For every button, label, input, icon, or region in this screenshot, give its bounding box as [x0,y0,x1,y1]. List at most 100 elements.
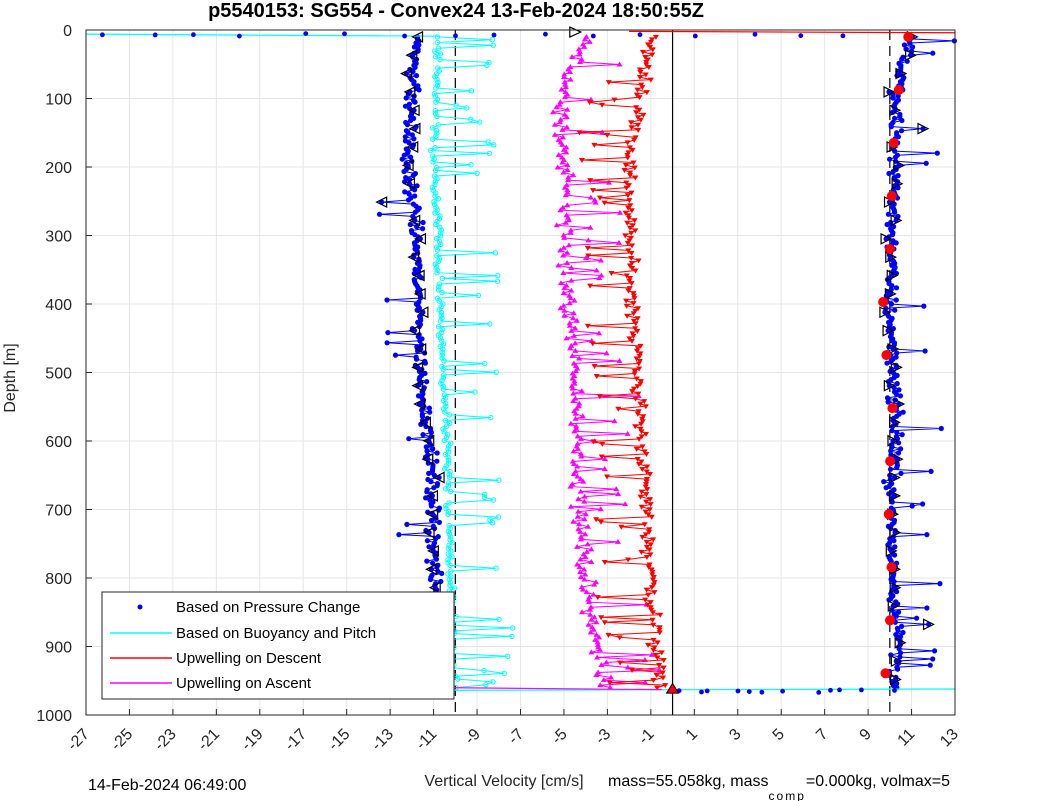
data-point [585,253,592,259]
data-point [896,609,902,615]
data-point [449,540,455,546]
data-point [637,343,644,349]
data-point [640,112,647,118]
data-point [629,223,636,229]
data-point [437,213,443,219]
data-point [432,210,438,216]
data-point [629,389,636,395]
data-point [559,141,566,147]
data-point [445,557,451,563]
surface-point [840,33,846,39]
data-point [410,173,416,179]
data-point [576,400,583,406]
surface-point [237,33,242,39]
data-point [576,51,583,57]
data-point [649,47,656,53]
data-point [487,321,493,327]
data-point [651,590,658,596]
data-point [560,302,567,308]
data-point [634,348,641,354]
data-point [895,450,902,456]
data-point [413,73,420,79]
data-point [572,368,579,374]
data-point [576,521,583,527]
data-point [636,107,643,113]
data-point [578,435,585,441]
y-tick-label: 100 [45,92,72,109]
data-point [436,281,443,287]
data-point [597,519,604,525]
data-point [494,278,501,284]
data-point [626,278,633,284]
data-point [625,215,632,221]
data-point [441,372,447,378]
data-point [476,119,483,125]
data-point [625,183,632,189]
data-point [574,561,581,567]
open-triangle-marker [891,177,904,190]
data-point [644,477,651,483]
data-point [578,533,585,539]
data-point [892,115,898,121]
open-triangle-marker [428,581,441,594]
data-point [646,472,653,478]
data-point [571,297,578,303]
data-point [585,237,592,243]
data-point [577,488,584,494]
data-point [635,306,642,312]
data-point [895,173,901,179]
data-point [564,91,571,97]
data-point [592,199,599,205]
data-point [402,103,409,109]
data-point [623,273,630,279]
data-point [642,72,649,78]
data-point [613,486,620,492]
data-point [622,210,629,216]
data-point [384,297,390,303]
open-triangle-marker [414,342,427,355]
data-point [616,61,623,67]
data-point [649,52,656,58]
surface-transition-descent [629,30,956,34]
data-point [624,193,631,199]
data-point [445,511,451,517]
data-point [632,396,639,402]
data-point [561,285,568,291]
data-point [628,260,635,266]
data-point [899,128,905,134]
data-point [562,84,569,90]
data-point [660,675,667,681]
data-point [423,495,429,501]
data-point [491,142,497,148]
data-point [593,672,600,678]
data-point [560,270,567,276]
surface-transition-buoyancy [85,33,438,37]
data-point [576,563,583,569]
data-point [439,363,445,370]
data-point [495,272,501,279]
data-point [633,356,640,362]
data-point [431,91,438,97]
data-point [446,500,452,506]
data-point [893,297,899,303]
data-point [611,418,618,424]
data-point [630,318,637,324]
data-point [629,266,636,272]
data-point [424,448,430,454]
data-point [615,491,622,497]
data-point [638,434,645,440]
data-point [448,488,454,495]
data-point [605,632,612,638]
y-tick-label: 200 [45,160,72,177]
data-point [434,82,441,88]
data-point [887,156,893,162]
data-point [632,321,639,327]
data-point [448,548,454,554]
open-triangle-marker [882,324,895,337]
data-point [559,204,566,210]
legend-entry-buoyancy: Based on Buoyancy and Pitch [176,625,376,642]
data-point [433,264,440,270]
data-point [649,570,656,576]
open-triangle-marker [884,287,897,300]
data-point [436,284,442,290]
